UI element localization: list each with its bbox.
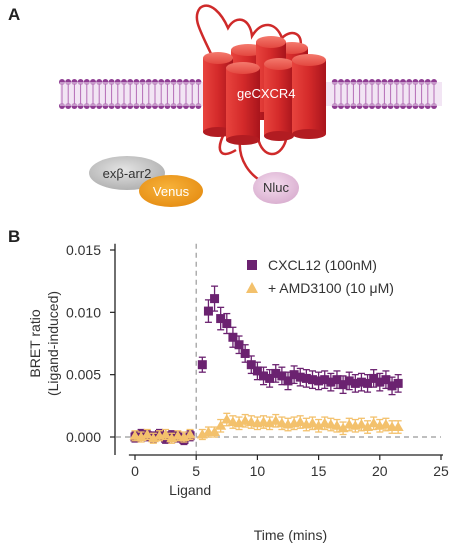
data-point-triangle [270, 415, 282, 425]
y-tick-label: 0.010 [66, 304, 101, 320]
data-point-square [265, 373, 275, 383]
data-point-square [210, 294, 220, 304]
data-point-triangle [331, 420, 343, 430]
data-point-square [369, 373, 379, 383]
x-axis-label: Time (mins) [254, 527, 327, 543]
panel-b-letter: B [8, 227, 20, 246]
y-tick-label: 0.005 [66, 367, 101, 383]
data-point-triangle [392, 421, 404, 432]
data-point-square [332, 375, 342, 385]
data-point-square [344, 376, 354, 386]
panel-a-letter: A [8, 5, 20, 24]
data-point-square [387, 381, 397, 391]
data-point-triangle [209, 426, 221, 437]
data-point-square [222, 319, 232, 329]
data-point-square [363, 378, 373, 388]
data-point-square [240, 348, 250, 358]
nluc-tag: Nluc [253, 172, 299, 204]
venus-label: Venus [153, 184, 190, 199]
data-point-square [307, 375, 317, 385]
ligand-annotation: Ligand [169, 482, 211, 498]
data-point-triangle [184, 429, 196, 439]
data-point-square [283, 376, 293, 386]
data-point-square [350, 378, 360, 388]
data-point-square [375, 377, 385, 387]
y-axis-label: BRET ratio (Ligand-induced) [27, 291, 61, 396]
bret-chart: 0.000 0.005 0.010 0.015 0 5 10 15 20 25 Ligand Time… [27, 242, 449, 543]
data-point-square [320, 375, 330, 385]
data-point-square [203, 306, 213, 316]
helix-front-3 [264, 58, 294, 141]
data-point-triangle [196, 429, 208, 439]
data-point-square [326, 377, 336, 387]
x-tick-label: 0 [131, 463, 139, 479]
legend-marker-triangle [246, 282, 258, 293]
data-point-square [216, 314, 226, 324]
data-point-triangle [306, 417, 318, 428]
data-point-square [338, 380, 348, 390]
data-point-square [301, 373, 311, 383]
legend-marker-square [247, 260, 257, 270]
helix-front-2 [226, 62, 260, 145]
x-tick-label: 15 [311, 463, 327, 479]
data-point-square [289, 370, 299, 380]
data-point-square [234, 340, 244, 350]
data-point-triangle [160, 429, 172, 439]
data-point-triangle [355, 419, 367, 429]
data-point-triangle [368, 417, 380, 428]
data-point-triangle [221, 414, 233, 424]
x-tick-label: 20 [372, 463, 388, 479]
legend-label: + AMD3100 (10 μM) [268, 280, 394, 296]
data-point-triangle [337, 422, 349, 433]
data-point-triangle [147, 432, 159, 443]
data-point-triangle [141, 429, 153, 439]
x-tick-label: 25 [433, 463, 449, 479]
data-point-triangle [215, 420, 227, 430]
data-point-square [277, 371, 287, 381]
data-point-triangle [294, 416, 306, 427]
data-point-square [314, 376, 324, 386]
y-tick-label: 0.015 [66, 242, 101, 258]
legend-label: CXCL12 (100nM) [268, 257, 377, 273]
data-point-triangle [264, 417, 276, 428]
data-point-square [356, 377, 366, 387]
nluc-label: Nluc [263, 180, 290, 195]
x-tick-label: 10 [250, 463, 266, 479]
y-tick-label: 0.000 [66, 429, 101, 445]
helix-front-4 [292, 54, 326, 139]
data-point-square [295, 372, 305, 382]
data-point-square [246, 360, 256, 370]
receptor: geCXCR4 [195, 4, 326, 185]
data-point-square [393, 378, 403, 388]
data-point-triangle [178, 431, 190, 441]
data-point-triangle [135, 431, 147, 441]
data-point-triangle [233, 417, 245, 428]
receptor-label: geCXCR4 [237, 86, 296, 101]
extracellular-loops [195, 4, 303, 59]
data-point-triangle [362, 421, 374, 432]
venus-tag: Venus [139, 175, 203, 207]
data-point-square [259, 371, 269, 381]
x-tick-label: 5 [192, 463, 200, 479]
data-point-triangle [313, 420, 325, 430]
data-point-square [197, 360, 207, 370]
data-point-square [271, 368, 281, 378]
data-point-square [381, 375, 391, 385]
series-amd3100 [129, 412, 404, 444]
data-point-square [228, 332, 238, 342]
data-point-triangle [166, 432, 178, 443]
arrestin-label: exβ-arr2 [103, 166, 152, 181]
data-point-triangle [380, 419, 392, 429]
data-point-square [252, 366, 262, 376]
